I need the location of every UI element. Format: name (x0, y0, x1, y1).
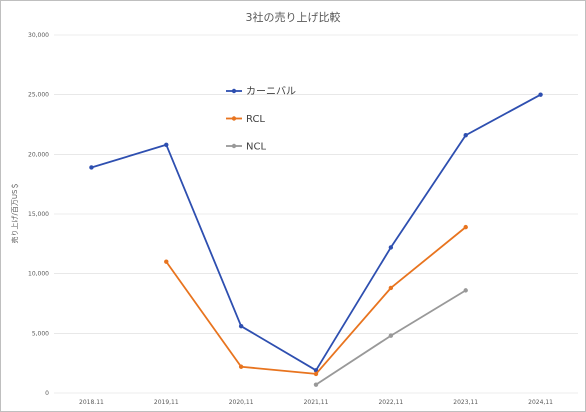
gridlines (54, 34, 578, 394)
data-point (388, 285, 394, 291)
y-tick-labels: 0 5,000 10,000 15,000 20,000 25,000 30,000 (28, 32, 49, 397)
chart-title: 3社の売り上げ比較 (246, 10, 341, 24)
legend-marker (231, 143, 237, 149)
series-line (91, 93, 542, 372)
data-point (463, 224, 468, 230)
legend-label: RCL (246, 114, 265, 125)
x-tick-label: 2018.11 (79, 399, 104, 406)
x-tick-label: 2020,11 (229, 399, 254, 406)
y-tick-label: 30,000 (28, 32, 49, 39)
x-tick-labels: 2018.11 2019,11 2020,11 2021,11 2022,11 2023,… (79, 399, 553, 406)
legend-label: カーニバル (246, 86, 296, 98)
x-tick-label: 2022,11 (378, 399, 403, 406)
data-point (164, 142, 169, 147)
data-point (388, 333, 394, 338)
y-tick-label: 0 (45, 390, 49, 397)
data-point (538, 92, 543, 97)
data-point (164, 259, 169, 264)
data-point (313, 371, 319, 377)
y-tick-label: 10,000 (28, 271, 49, 278)
series-group (89, 92, 543, 387)
y-tick-label: 25,000 (28, 92, 49, 99)
legend-marker (231, 116, 237, 121)
data-point (463, 133, 468, 138)
data-point (238, 323, 244, 329)
legend-label: NCL (246, 142, 266, 153)
x-tick-label: 2023,11 (453, 399, 478, 406)
data-point (89, 165, 94, 170)
legend: カーニバル RCL NCL (226, 86, 296, 153)
data-point (463, 288, 468, 293)
y-tick-label: 5,000 (32, 330, 49, 337)
data-point (388, 245, 394, 250)
x-tick-label: 2024,11 (528, 399, 553, 406)
x-tick-label: 2021,11 (304, 399, 329, 406)
y-tick-label: 15,000 (28, 211, 49, 218)
x-tick-label: 2019,11 (154, 399, 179, 406)
y-tick-label: 20,000 (28, 151, 49, 158)
legend-marker (231, 88, 237, 94)
data-point (313, 382, 319, 387)
y-axis-label: 売り上げ/百万US＄ (10, 183, 19, 244)
data-point (238, 364, 244, 369)
series-line (165, 226, 467, 375)
